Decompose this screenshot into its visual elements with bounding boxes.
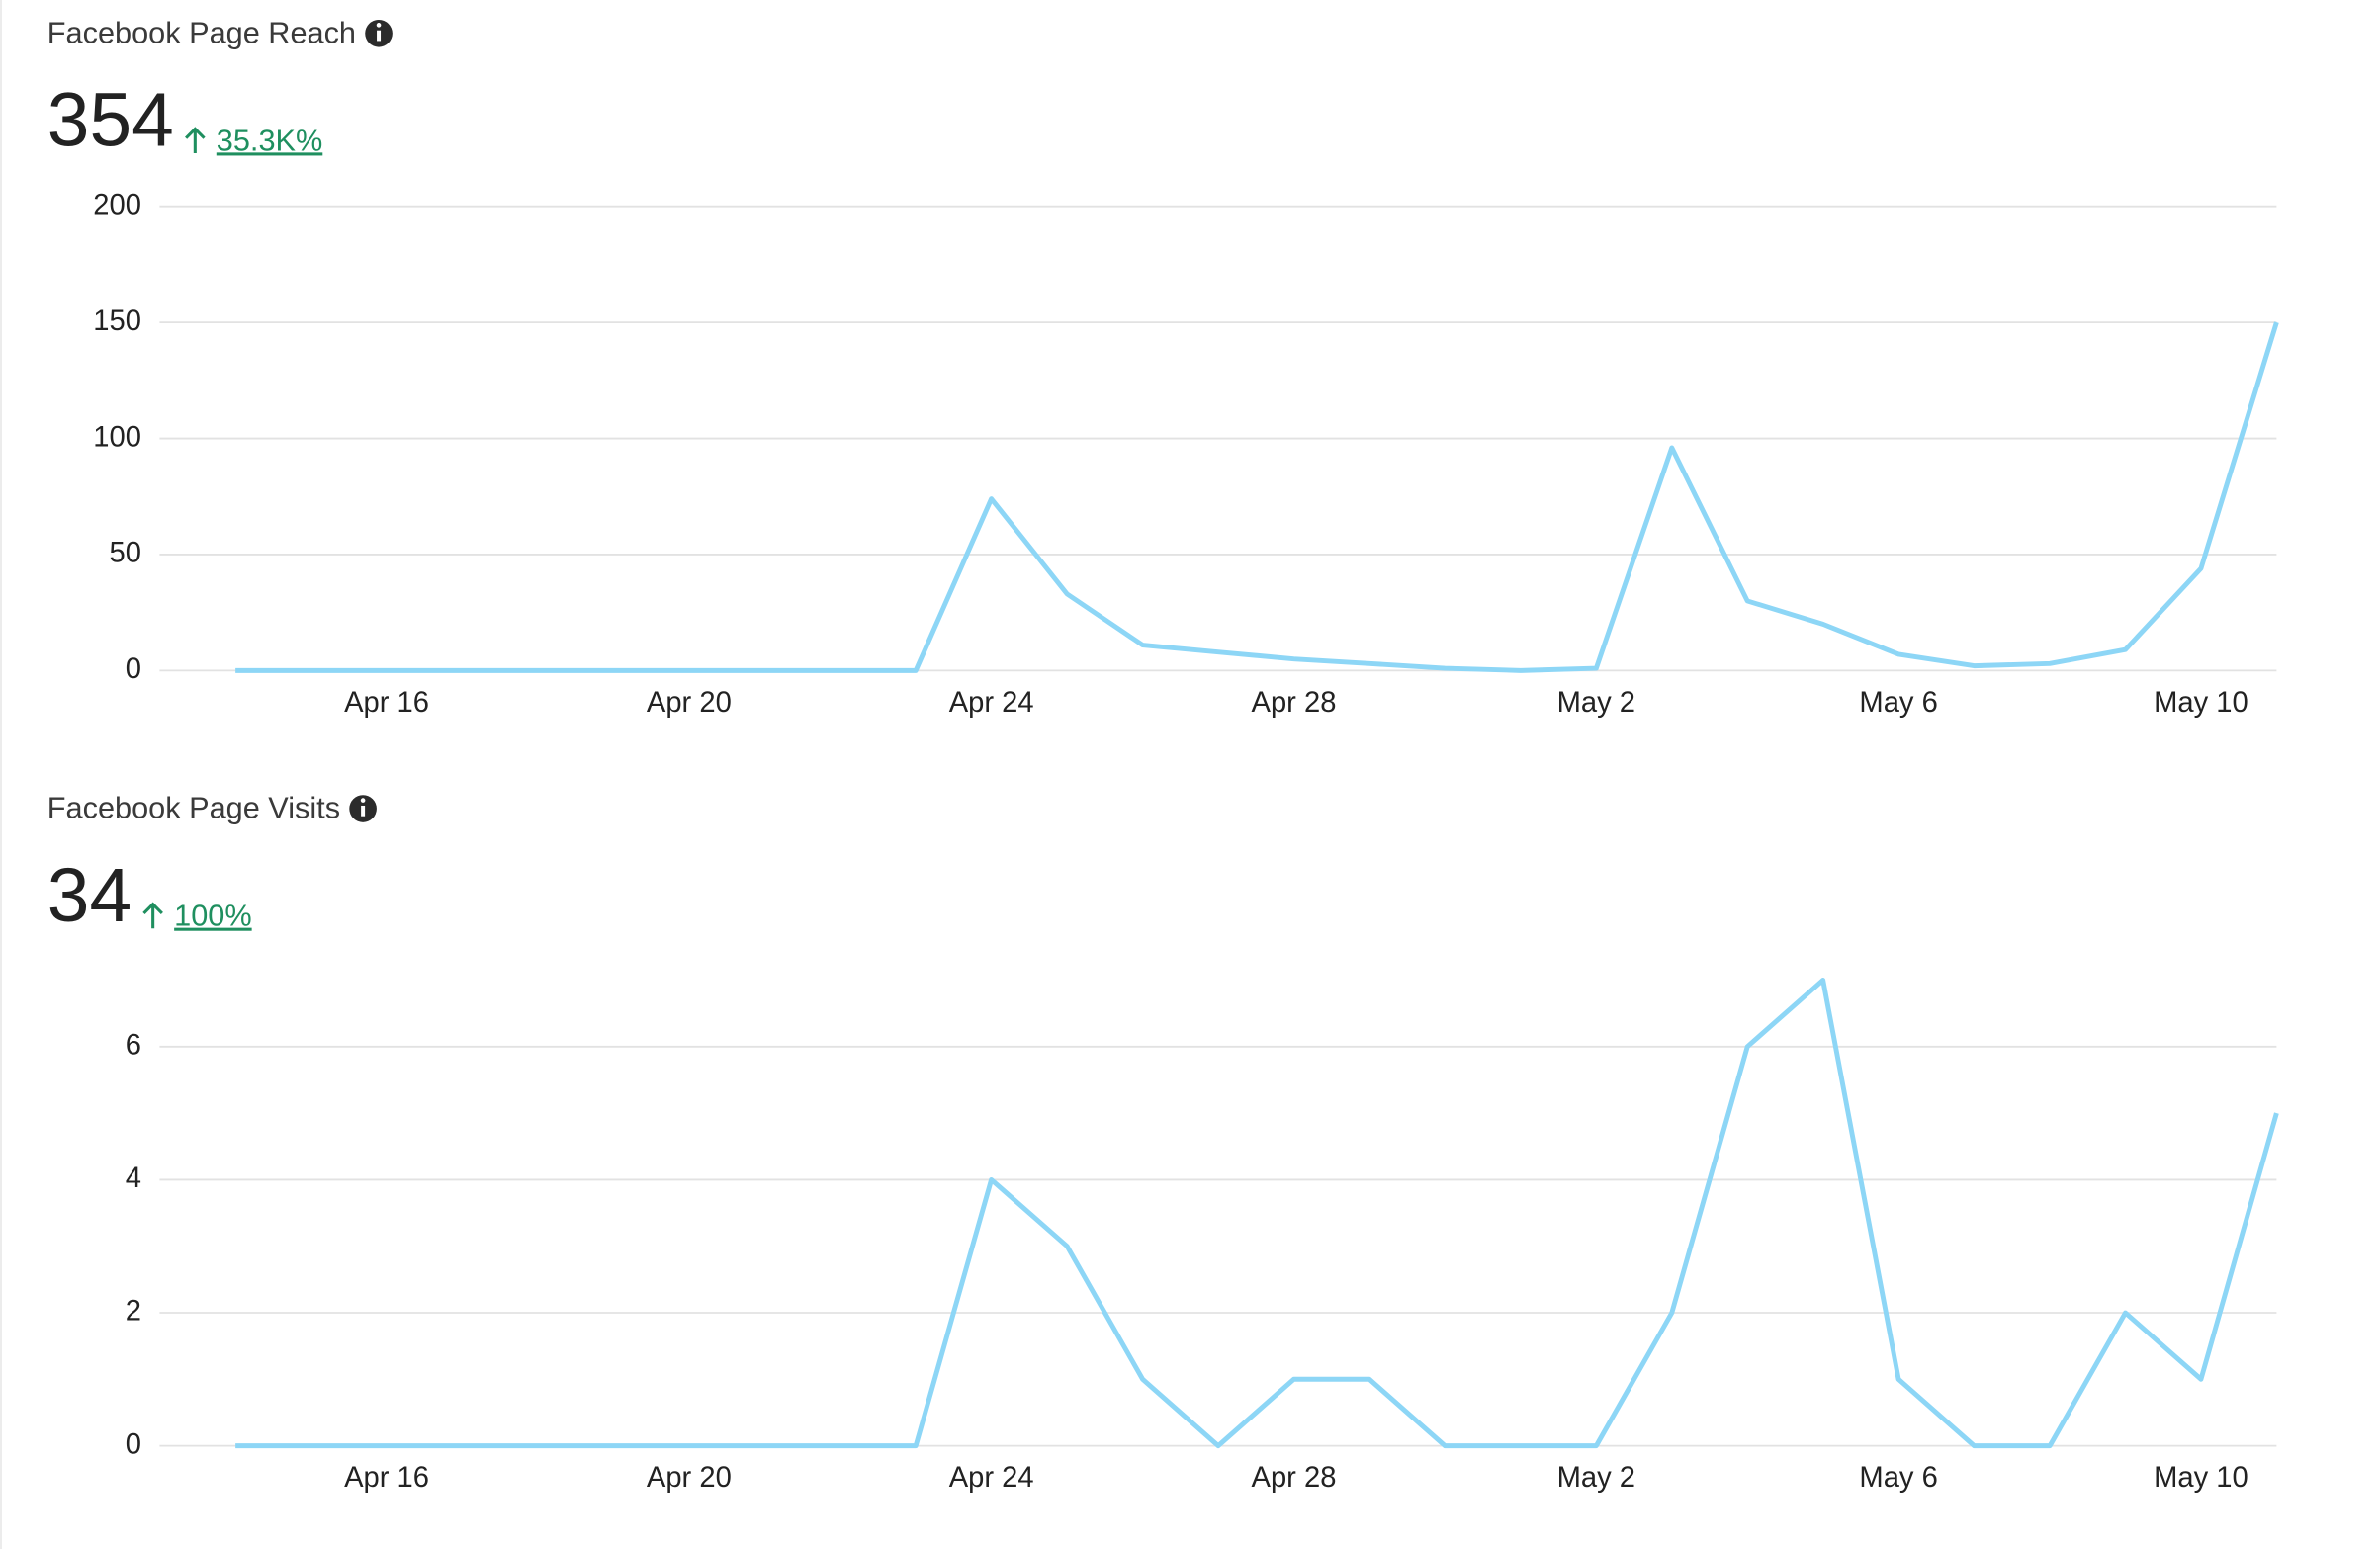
- x-tick-label: May 6: [1859, 1462, 1937, 1494]
- x-tick-label: Apr 24: [949, 687, 1034, 719]
- x-tick-label: May 2: [1557, 1462, 1635, 1494]
- y-tick-label: 0: [126, 653, 141, 685]
- info-icon-dot: [360, 798, 366, 803]
- y-tick-label: 4: [126, 1162, 141, 1194]
- up-arrow: [142, 902, 163, 929]
- x-tick-label: Apr 16: [344, 1462, 429, 1494]
- line-series: [235, 321, 2279, 673]
- x-tick-label: Apr 20: [647, 1462, 732, 1494]
- up-arrow: [185, 127, 206, 154]
- y-tick-label: 50: [110, 538, 141, 569]
- chart-title: Facebook Page Reach: [47, 15, 356, 49]
- y-tick-label: 150: [93, 305, 141, 337]
- y-tick-label: 0: [126, 1428, 141, 1460]
- x-tick-label: Apr 28: [1252, 687, 1337, 719]
- x-tick-label: Apr 28: [1252, 1462, 1337, 1494]
- y-tick-label: 100: [93, 421, 141, 453]
- y-tick-label: 2: [126, 1296, 141, 1328]
- x-tick-label: May 10: [2154, 687, 2248, 719]
- info-icon-dot: [376, 23, 382, 28]
- x-tick-label: Apr 24: [949, 1462, 1034, 1494]
- x-tick-label: May 10: [2154, 1462, 2248, 1494]
- chart-title: Facebook Page Visits: [47, 791, 340, 825]
- total-value: 354: [47, 79, 174, 163]
- info-icon-bar: [377, 30, 382, 42]
- y-tick-label: 6: [126, 1029, 141, 1061]
- y-tick-label: 200: [93, 189, 141, 220]
- x-tick-label: May 6: [1859, 687, 1937, 719]
- x-tick-label: Apr 20: [647, 687, 732, 719]
- info-icon-bar: [361, 805, 366, 817]
- x-tick-label: May 2: [1557, 687, 1635, 719]
- total-value: 34: [47, 854, 132, 938]
- line-series: [235, 978, 2279, 1449]
- change-value[interactable]: 100%: [174, 899, 252, 933]
- x-tick-label: Apr 16: [344, 687, 429, 719]
- change-value[interactable]: 35.3K%: [217, 123, 322, 157]
